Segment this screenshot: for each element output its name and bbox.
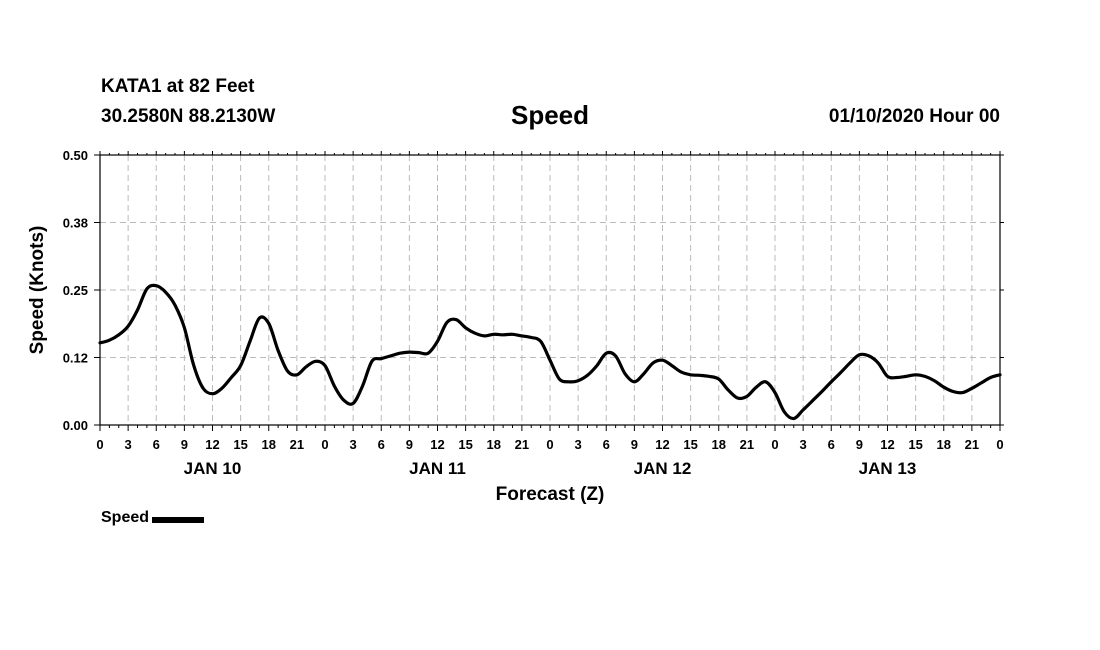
plot-frame xyxy=(99,154,1001,426)
y-tick-label: 0.25 xyxy=(63,283,88,298)
y-tick-label: 0.38 xyxy=(63,216,88,231)
series xyxy=(98,283,1002,421)
x-tick-label: 15 xyxy=(908,437,922,452)
x-tick-label: 12 xyxy=(655,437,669,452)
x-axis-title: Forecast (Z) xyxy=(496,484,605,505)
x-tick-label: 6 xyxy=(153,437,160,452)
x-tick-label: 21 xyxy=(290,437,304,452)
x-tick-label: 15 xyxy=(683,437,697,452)
x-tick-label: 3 xyxy=(800,437,807,452)
day-label: JAN 10 xyxy=(184,459,242,478)
x-tick-label: 0 xyxy=(771,437,778,452)
x-tick-label: 6 xyxy=(603,437,610,452)
chart-title: Speed xyxy=(510,100,590,130)
x-tick-label: 12 xyxy=(430,437,444,452)
x-tick-label: 0 xyxy=(96,437,103,452)
x-tick-label: 3 xyxy=(575,437,582,452)
y-tick-label: 0.50 xyxy=(63,148,88,163)
x-tick-label: 12 xyxy=(880,437,894,452)
grid xyxy=(100,155,1000,425)
x-tick-label: 6 xyxy=(828,437,835,452)
series-line-speed xyxy=(98,283,1002,421)
legend-line-swatch xyxy=(152,516,205,523)
x-tick-label: 9 xyxy=(181,437,188,452)
day-label: JAN 12 xyxy=(634,459,692,478)
axis-ticks xyxy=(94,151,1004,431)
x-tick-label: 9 xyxy=(856,437,863,452)
x-tick-label: 6 xyxy=(378,437,385,452)
x-tick-label: 21 xyxy=(965,437,979,452)
day-label: JAN 13 xyxy=(859,459,917,478)
x-tick-label: 21 xyxy=(740,437,754,452)
x-tick-label: 21 xyxy=(515,437,529,452)
x-tick-label: 9 xyxy=(406,437,413,452)
x-tick-label: 15 xyxy=(233,437,247,452)
x-tick-label: 0 xyxy=(321,437,328,452)
forecast-datetime: 01/10/2020 Hour 00 xyxy=(828,106,1000,127)
x-tick-label: 0 xyxy=(996,437,1003,452)
station-name: KATA1 at 82 Feet xyxy=(101,76,255,97)
axis-labels: 0 3 6 9 12 15 18 21 0 3 6 9 12 15 18 21 0 3 6 9 12 15 18 21 0 3 6 9… xyxy=(63,148,1004,478)
x-tick-label: 9 xyxy=(631,437,638,452)
x-tick-label: 3 xyxy=(350,437,357,452)
x-tick-label: 15 xyxy=(458,437,472,452)
y-axis-title: Speed (Knots) xyxy=(27,226,48,355)
y-tick-label: 0.00 xyxy=(63,418,88,433)
x-tick-label: 18 xyxy=(262,437,276,452)
x-tick-label: 12 xyxy=(205,437,219,452)
x-tick-label: 0 xyxy=(546,437,553,452)
legend: Speed xyxy=(101,509,205,527)
legend-label: Speed xyxy=(101,509,150,526)
y-tick-label: 0.12 xyxy=(63,351,88,366)
x-tick-label: 18 xyxy=(712,437,726,452)
station-coordinates: 30.2580N 88.2130W xyxy=(101,106,276,127)
day-label: JAN 11 xyxy=(409,459,466,478)
x-tick-label: 18 xyxy=(937,437,951,452)
x-tick-label: 3 xyxy=(125,437,132,452)
x-tick-label: 18 xyxy=(487,437,501,452)
